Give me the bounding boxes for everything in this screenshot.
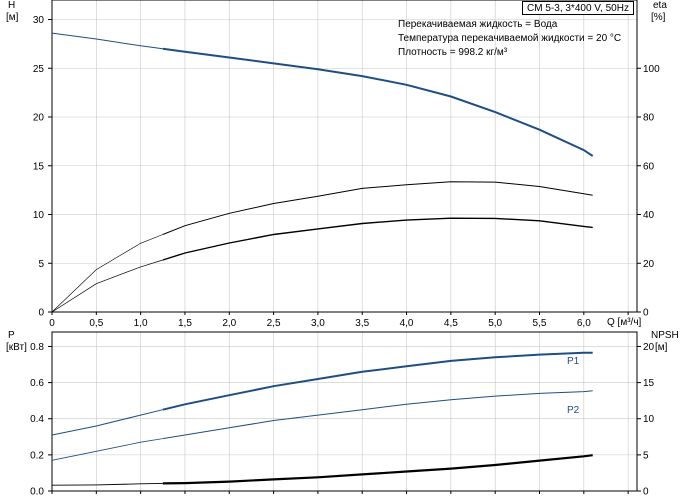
x-tick-label: 0,5	[89, 318, 103, 329]
top-left-tick-label: 25	[33, 64, 45, 75]
bottom-curve-p1-extended	[51, 409, 163, 436]
bottom-plot-frame	[51, 331, 638, 492]
x-tick-label: 3,0	[311, 318, 325, 329]
top-curve-series-2	[162, 217, 593, 261]
x-tick-label: 6,0	[577, 318, 591, 329]
bottom-left-axis-label-unit: [кВт]	[6, 342, 27, 353]
x-tick-label: 4,5	[444, 318, 458, 329]
x-tick-label: 1,5	[178, 318, 192, 329]
x-tick-label: 5,0	[488, 318, 502, 329]
x-tick-label: 2,5	[267, 318, 281, 329]
top-curve-series-0-extended	[51, 32, 163, 50]
top-left-axis-label-name: H	[8, 0, 15, 11]
top-curve-series-1	[162, 181, 593, 235]
bottom-curve-p2-extended	[51, 438, 163, 461]
x-tick-label: 4,0	[400, 318, 414, 329]
fluid-info-line: Температура перекачиваемой жидкости = 20…	[398, 33, 622, 44]
x-tick-label: 3,5	[355, 318, 369, 329]
top-right-axis-label-unit: [%]	[651, 12, 666, 23]
top-right-tick-label: 80	[643, 113, 655, 124]
bottom-axes: 0.0 0.2 0.4 0.6 0.8 0 5 10 15 20	[30, 342, 654, 498]
top-left-tick-label: 10	[33, 210, 45, 221]
bottom-right-tick-label: 0	[643, 487, 649, 498]
fluid-info-line: Перекачиваемая жидкость = Вода	[398, 19, 558, 30]
x-axis-label: Q [м³/ч]	[607, 317, 642, 328]
top-left-tick-label: 20	[33, 113, 45, 124]
bottom-curve-series-2	[162, 454, 593, 485]
top-right-tick-label: 0	[643, 308, 649, 319]
top-right-axis-label-name: eta	[653, 0, 667, 11]
top-curve-series-1-extended	[51, 234, 163, 313]
bottom-left-tick-label: 0.0	[30, 487, 44, 498]
top-right-tick-label: 60	[643, 161, 655, 172]
x-tick-label: 2,0	[222, 318, 236, 329]
bottom-left-axis-label-name: P	[8, 330, 15, 341]
x-tick-label: 5,5	[533, 318, 547, 329]
bottom-right-axis-label-unit: [м]	[655, 342, 668, 353]
bottom-right-tick-label: 5	[643, 450, 649, 461]
top-left-tick-label: 15	[33, 161, 45, 172]
top-left-tick-label: 30	[33, 15, 45, 26]
pump-model-badge: CM 5-3, 3*400 V, 50Hz	[522, 1, 634, 15]
top-grid	[52, 0, 637, 312]
series-label-p1: P1	[567, 356, 580, 367]
top-plot-frame	[51, 0, 638, 313]
bottom-left-tick-label: 0.2	[30, 450, 44, 461]
bottom-right-tick-label: 20	[643, 342, 655, 353]
x-tick-label: 1,0	[134, 318, 148, 329]
bottom-curve-p1	[162, 351, 593, 411]
fluid-info-line: Плотность = 998.2 кг/м³	[398, 47, 508, 58]
top-left-tick-label: 0	[38, 308, 44, 319]
top-curve-series-0	[162, 47, 594, 157]
top-left-tick-label: 5	[38, 259, 44, 270]
bottom-left-tick-label: 0.8	[30, 342, 44, 353]
series-label-p2: P2	[567, 405, 580, 416]
top-axes: 0 5 10 15 20 25 30 0 20 40 60 80 100 0 0,5 1,0 1,5 2,0 2,5…	[33, 15, 660, 329]
bottom-curve-p2	[162, 390, 593, 440]
bottom-left-tick-label: 0.6	[30, 378, 44, 389]
bottom-right-tick-label: 10	[643, 414, 655, 425]
top-curves	[51, 32, 594, 313]
bottom-curve-series-2-extended	[51, 482, 163, 486]
top-right-tick-label: 40	[643, 210, 655, 221]
fluid-info: Перекачиваемая жидкость = Вода Температу…	[398, 18, 621, 60]
top-right-tick-label: 100	[643, 64, 660, 75]
x-tick-label: 0	[49, 318, 55, 329]
bottom-right-axis-label-name: NPSH	[651, 330, 679, 341]
top-curve-series-2-extended	[51, 259, 163, 313]
bottom-right-tick-label: 15	[643, 378, 655, 389]
top-left-axis-label-unit: [м]	[6, 12, 19, 23]
bottom-left-tick-label: 0.4	[30, 414, 44, 425]
bottom-curves	[51, 351, 593, 486]
top-right-tick-label: 20	[643, 259, 655, 270]
